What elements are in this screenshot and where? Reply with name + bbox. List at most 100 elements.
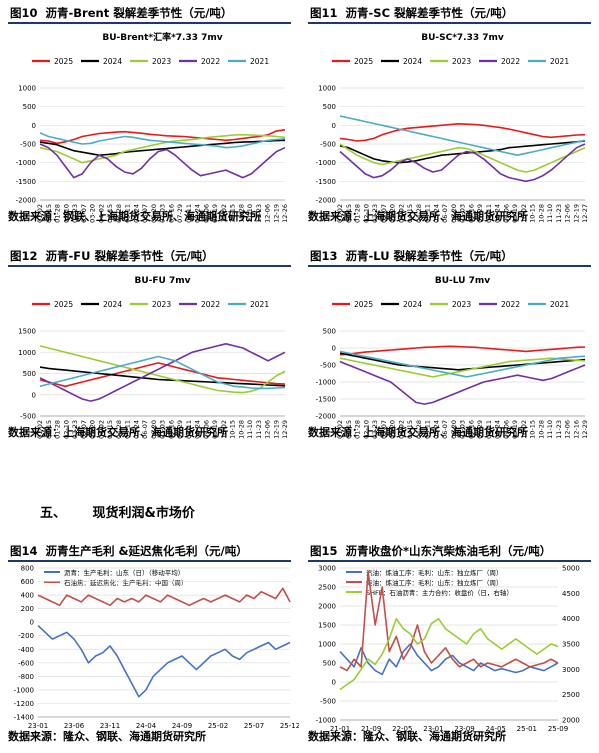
x-tick-label: 08-11 — [185, 204, 193, 223]
chart-svg: 沥青：生产毛利：山东（日）（移动平均）石油焦：延迟焦化：生产毛利：中国（周） -1… — [14, 565, 299, 731]
x-tick-label: 10-28 — [537, 204, 545, 223]
x-tick-label: 23-09 — [454, 725, 474, 733]
x-tick-label: 12-29 — [281, 420, 289, 439]
x-tick-label: 01-15 — [345, 420, 353, 439]
x-tick-label: 04-28 — [415, 204, 423, 223]
y-tick-label: -2000 — [316, 197, 336, 205]
y2-tick-label: 5000 — [562, 565, 580, 573]
series-line — [339, 345, 586, 356]
figure-title-text: 沥青-LU 裂解差季节性（元/吨） — [345, 249, 513, 263]
x-tick-label: 07-29 — [476, 420, 484, 439]
series-line — [37, 625, 291, 698]
x-tick-label: 04-02 — [397, 420, 405, 439]
x-tick-label: 12-27 — [581, 204, 589, 223]
x-tick-label: 01-15 — [45, 204, 53, 223]
figure-13: 图13 沥青-LU 裂解差季节性（元/吨） BU-LU 7mv 2025 2024 202… — [300, 243, 599, 443]
x-tick-label: 12-19 — [272, 420, 280, 439]
y2-tick-label: 4000 — [562, 615, 580, 623]
y-tick-label: 1000 — [18, 85, 36, 93]
legend-label: 2023 — [452, 57, 471, 66]
x-tick-label: 12-06 — [264, 420, 272, 439]
y2-tick-label: 2000 — [562, 717, 580, 725]
x-tick-label: 10-15 — [229, 420, 237, 439]
title-rule — [308, 265, 591, 267]
y-tick-label: 1500 — [18, 328, 36, 336]
series-line — [339, 143, 586, 183]
figure-title: 图10 沥青-Brent 裂解差季节性（元/吨） — [10, 5, 232, 21]
x-tick-label: 09-19 — [211, 420, 219, 439]
legend-label: 2024 — [403, 300, 422, 309]
y-tick-label: 500 — [23, 370, 36, 378]
x-tick-label: 07-29 — [476, 204, 484, 223]
y-tick-label: 400 — [21, 592, 34, 600]
y-tick-label: -500 — [320, 698, 336, 706]
y-tick-label: 200 — [21, 605, 34, 613]
series-line — [339, 123, 586, 142]
x-tick-label: 11-10 — [246, 420, 254, 439]
legend-label: 2021 — [250, 57, 269, 66]
y-tick-label: -500 — [20, 141, 36, 149]
x-tick-label: 04-28 — [115, 204, 123, 223]
y2-tick-label: 4500 — [562, 590, 580, 598]
series-line — [339, 571, 559, 672]
y-tick-label: -1000 — [16, 159, 36, 167]
x-tick-label: 08-24 — [194, 204, 202, 223]
y-tick-label: -500 — [320, 362, 336, 370]
x-tick-label: 10-15 — [229, 204, 237, 223]
y-tick-label: 1000 — [318, 85, 336, 93]
x-tick-label: 11-23 — [555, 204, 563, 223]
section-number: 五、 — [40, 506, 67, 521]
y-tick-label: 500 — [23, 103, 36, 111]
x-tick-label: 23-06 — [64, 722, 85, 730]
x-tick-label: 03-07 — [380, 204, 388, 223]
figure-label: 图15 — [310, 544, 338, 558]
x-tick-label: 08-11 — [185, 420, 193, 439]
legend-label: 2021 — [550, 57, 569, 66]
series-line — [39, 143, 286, 179]
y-tick-label: 500 — [323, 103, 336, 111]
x-tick-label: 05-11 — [124, 420, 132, 439]
x-tick-label: 01-15 — [345, 204, 353, 223]
x-tick-label: 10-15 — [529, 420, 537, 439]
x-tick-label: 06-20 — [150, 420, 158, 439]
legend-label: 2025 — [354, 300, 373, 309]
y-tick-label: -1400 — [14, 714, 34, 722]
x-tick-label: 01-02 — [36, 204, 44, 223]
x-tick-label: 10-02 — [520, 204, 528, 223]
x-tick-label: 03-07 — [80, 204, 88, 223]
x-tick-label: 21-01 — [330, 725, 350, 733]
x-tick-label: 04-15 — [106, 420, 114, 439]
figure-title: 图13 沥青-LU 裂解差季节性（元/吨） — [310, 248, 513, 264]
y-tick-label: -2000 — [16, 197, 36, 205]
x-tick-label: 07-16 — [467, 420, 475, 439]
figure-title-text: 沥青-SC 裂解差季节性（元/吨） — [345, 6, 514, 20]
x-tick-label: 03-07 — [380, 420, 388, 439]
figure-11: 图11 沥青-SC 裂解差季节性（元/吨） BU-SC*7.33 7mv 2025 20… — [300, 0, 599, 232]
x-tick-label: 10-28 — [237, 420, 245, 439]
source-note: 数据来源：上海期货交易所、海通期货研究所 — [308, 210, 528, 223]
series-line — [339, 360, 586, 405]
chart-svg: 汽油：炼油工序：毛利：山东：独立炼厂（周）柴油：炼油工序：毛利：山东：独立炼厂（… — [316, 565, 580, 734]
source-note: 数据来源：上海期货交易所、海通期货研究所 — [8, 426, 228, 439]
y-tick-label: -2000 — [316, 413, 336, 421]
legend-label: 石油焦：延迟焦化：生产毛利：中国（周） — [64, 578, 188, 587]
x-tick-label: 02-23 — [71, 420, 79, 439]
y-tick-label: 0 — [32, 391, 36, 399]
x-tick-label: 01-28 — [54, 420, 62, 439]
chart-title: BU-FU 7mv — [135, 276, 191, 286]
y-tick-label: 2000 — [318, 603, 336, 611]
x-tick-label: 09-19 — [511, 420, 519, 439]
y-tick-label: 3000 — [318, 565, 336, 573]
x-tick-label: 25-09 — [548, 725, 568, 733]
x-tick-label: 06-20 — [450, 420, 458, 439]
x-tick-label: 05-11 — [124, 204, 132, 223]
x-tick-label: 24-04 — [136, 722, 157, 730]
legend-label: 2022 — [501, 300, 520, 309]
x-tick-label: 10-28 — [237, 204, 245, 223]
figure-label: 图10 — [10, 6, 38, 20]
figure-10: 图10 沥青-Brent 裂解差季节性（元/吨） BU-Brent*汇率*7.33 … — [0, 0, 299, 232]
y-tick-label: -500 — [320, 141, 336, 149]
x-tick-label: 22-05 — [392, 725, 412, 733]
legend-label: 2023 — [152, 300, 171, 309]
y-tick-label: 0 — [332, 345, 336, 353]
